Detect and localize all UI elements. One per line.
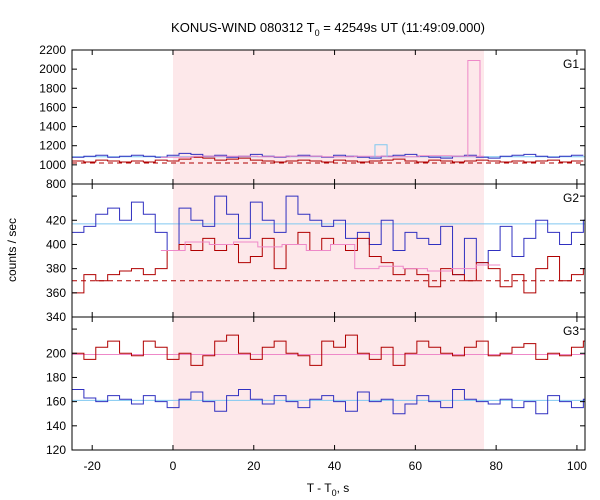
y-tick-label: 1600	[39, 100, 66, 114]
panel-g1: 800 1000 1200 1400 1600 1800 2000 2200 G1	[39, 43, 586, 191]
series-line-0	[72, 334, 585, 366]
y-tick-label: 2000	[39, 62, 66, 76]
x-tick-label: 40	[328, 459, 342, 473]
x-tick-label: 20	[247, 459, 261, 473]
y-axis-label: counts / sec	[5, 218, 19, 282]
panel-data	[72, 334, 585, 415]
panel-label: G3	[563, 324, 579, 338]
x-tick-label: 80	[489, 459, 503, 473]
title-subscript: 0	[315, 28, 320, 38]
y-tick-label: 120	[46, 443, 66, 457]
panel-g2: 340 360 380 400 420 G2	[46, 183, 586, 324]
panel-data	[72, 60, 585, 164]
panel-label: G1	[563, 57, 579, 71]
x-label-subscript: 0	[332, 488, 337, 498]
y-tick-label: 1200	[39, 139, 66, 153]
x-tick-label: 0	[170, 459, 177, 473]
series-line-2	[160, 155, 485, 158]
x-axis-label: T - T0, s	[307, 481, 350, 498]
y-tick-label: 2200	[39, 43, 66, 57]
chart-title: KONUS-WIND 080312 T0 = 42549s UT (11:49:…	[171, 20, 485, 38]
x-tick-label: -20	[84, 459, 102, 473]
y-tick-label: 340	[46, 310, 66, 324]
series-line-1	[72, 156, 584, 163]
y-tick-label: 380	[46, 262, 66, 276]
y-tick-label: 1800	[39, 81, 66, 95]
title-prefix: KONUS-WIND 080312 T	[171, 20, 315, 35]
y-tick-label: 1400	[39, 120, 66, 134]
shaded-interval	[172, 50, 485, 184]
panel-g3: 120 140 160 180 200 G3	[46, 316, 586, 457]
series-line-3	[467, 60, 481, 157]
title-suffix: = 42549s UT (11:49:09.000)	[320, 20, 485, 35]
y-tick-label: 800	[46, 177, 66, 191]
y-tick-label: 140	[46, 419, 66, 433]
shaded-interval	[172, 317, 485, 450]
plot-layer: 8001000120014001600180020002200G13403603…	[39, 43, 587, 473]
y-tick-label: 1000	[39, 158, 66, 172]
y-tick-label: 400	[46, 237, 66, 251]
y-tick-label: 160	[46, 395, 66, 409]
panel-label: G2	[563, 191, 579, 205]
x-label-suffix: , s	[337, 481, 350, 495]
panel-data	[72, 195, 585, 294]
y-tick-label: 360	[46, 286, 66, 300]
y-tick-label: 200	[46, 346, 66, 360]
x-tick-label: 60	[409, 459, 423, 473]
series-line-1	[72, 389, 585, 415]
x-tick-label: 100	[567, 459, 587, 473]
panel-frame	[71, 316, 586, 451]
y-tick-label: 180	[46, 370, 66, 384]
series-line-4	[374, 144, 388, 157]
series-line-0	[72, 195, 585, 276]
series-line-2	[160, 241, 501, 272]
x-label-prefix: T - T	[307, 481, 333, 495]
y-tick-label: 420	[46, 213, 66, 227]
